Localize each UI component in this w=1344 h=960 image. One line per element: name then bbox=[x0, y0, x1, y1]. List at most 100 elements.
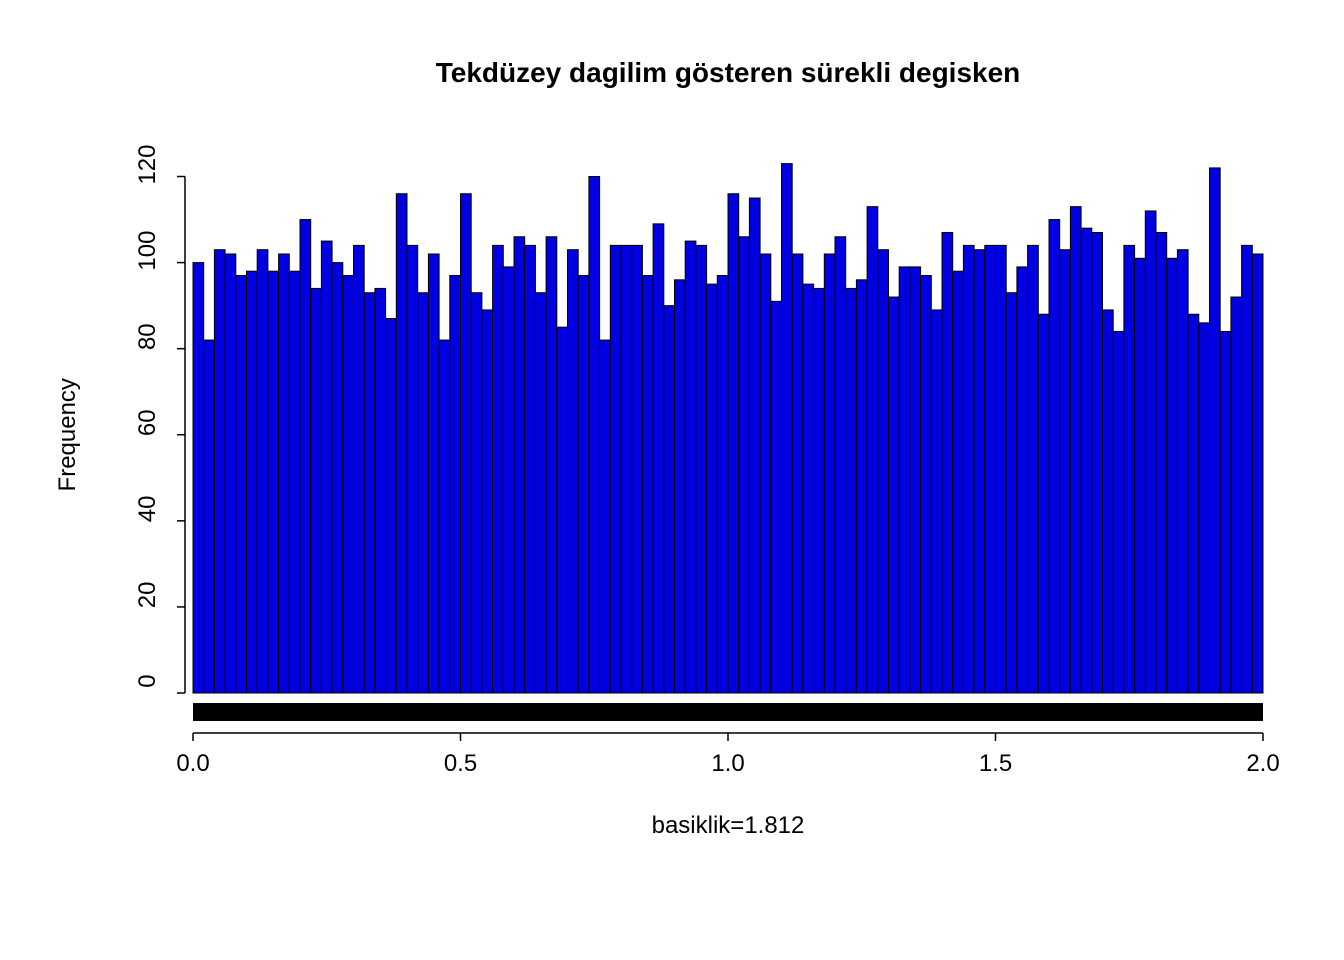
histogram-bar bbox=[600, 340, 611, 693]
histogram-bar bbox=[985, 245, 996, 693]
y-tick-label: 80 bbox=[134, 323, 161, 350]
histogram-bar bbox=[493, 245, 504, 693]
histogram-bar bbox=[621, 245, 632, 693]
histogram-bar bbox=[921, 276, 932, 693]
y-tick-label: 100 bbox=[134, 231, 161, 271]
histogram-bar bbox=[557, 327, 568, 693]
histogram-bar bbox=[428, 254, 439, 693]
histogram-bar bbox=[653, 224, 664, 693]
histogram-bar bbox=[931, 310, 942, 693]
histogram-bar bbox=[1242, 245, 1253, 693]
histogram-bar bbox=[642, 276, 653, 693]
histogram-bar bbox=[578, 276, 589, 693]
histogram-bar bbox=[364, 293, 375, 693]
histogram-bar bbox=[471, 293, 482, 693]
histogram-bar bbox=[225, 254, 236, 693]
histogram-bar bbox=[910, 267, 921, 693]
histogram-bar bbox=[739, 237, 750, 693]
histogram-bar bbox=[1188, 314, 1199, 693]
histogram-bar bbox=[375, 288, 386, 693]
histogram-bar bbox=[707, 284, 718, 693]
histogram-bar bbox=[846, 288, 857, 693]
histogram-bar bbox=[1199, 323, 1210, 693]
histogram-bar bbox=[354, 245, 365, 693]
y-tick-label: 20 bbox=[134, 582, 161, 609]
histogram-bar bbox=[311, 288, 322, 693]
histogram-bar bbox=[867, 207, 878, 693]
histogram-bar bbox=[824, 254, 835, 693]
histogram-bar bbox=[503, 267, 514, 693]
histogram-bar bbox=[835, 237, 846, 693]
y-axis-label: Frequency bbox=[54, 378, 81, 491]
histogram-bar bbox=[728, 194, 739, 693]
y-tick-label: 0 bbox=[134, 674, 161, 687]
histogram-bar bbox=[963, 245, 974, 693]
histogram-bar bbox=[407, 245, 418, 693]
histogram-bar bbox=[439, 340, 450, 693]
histogram-bar bbox=[610, 245, 621, 693]
histogram-bar bbox=[193, 263, 204, 693]
histogram-bar bbox=[300, 220, 311, 693]
histogram-bar bbox=[1177, 250, 1188, 693]
histogram-bar bbox=[514, 237, 525, 693]
histogram-bar bbox=[568, 250, 579, 693]
y-tick-label: 120 bbox=[134, 144, 161, 184]
histogram-bar bbox=[386, 319, 397, 693]
histogram-bar bbox=[1156, 232, 1167, 693]
histogram-bar bbox=[461, 194, 472, 693]
histogram-bar bbox=[546, 237, 557, 693]
histogram-bar bbox=[525, 245, 536, 693]
x-tick-label: 0.0 bbox=[176, 750, 209, 777]
histogram-bar bbox=[257, 250, 268, 693]
x-tick-label: 0.5 bbox=[444, 750, 477, 777]
histogram-bar bbox=[268, 271, 279, 693]
histogram-bar bbox=[1070, 207, 1081, 693]
histogram-bar bbox=[792, 254, 803, 693]
histogram-chart: Tekdüzey dagilim gösteren sürekli degisk… bbox=[0, 0, 1344, 960]
histogram-bar bbox=[1038, 314, 1049, 693]
histogram-bar bbox=[878, 250, 889, 693]
chart-title: Tekdüzey dagilim gösteren sürekli degisk… bbox=[436, 57, 1021, 88]
histogram-bar bbox=[1006, 293, 1017, 693]
histogram-bar bbox=[1145, 211, 1156, 693]
histogram-bar bbox=[236, 276, 247, 693]
histogram-bar bbox=[814, 288, 825, 693]
histogram-bar bbox=[942, 232, 953, 693]
histogram-bar bbox=[1060, 250, 1071, 693]
histogram-bar bbox=[1210, 168, 1221, 693]
histogram-bar bbox=[1103, 310, 1114, 693]
histogram-bar bbox=[1049, 220, 1060, 693]
histogram-bar bbox=[332, 263, 343, 693]
histogram-bar bbox=[1252, 254, 1263, 693]
histogram-bar bbox=[1231, 297, 1242, 693]
histogram-bar bbox=[1135, 258, 1146, 693]
histogram-bar bbox=[1220, 331, 1231, 693]
rug-strip bbox=[193, 703, 1263, 721]
x-axis-label: basiklik=1.812 bbox=[652, 812, 805, 839]
histogram-bar bbox=[953, 271, 964, 693]
histogram-bar bbox=[1081, 228, 1092, 693]
y-tick-label: 40 bbox=[134, 495, 161, 522]
histogram-bar bbox=[289, 271, 300, 693]
histogram-bar bbox=[204, 340, 215, 693]
histogram-bar bbox=[974, 250, 985, 693]
histogram-bar bbox=[1028, 245, 1039, 693]
histogram-bar bbox=[696, 245, 707, 693]
histogram-bar bbox=[717, 276, 728, 693]
histogram-bar bbox=[1017, 267, 1028, 693]
histogram-bar bbox=[321, 241, 332, 693]
histogram-bar bbox=[214, 250, 225, 693]
histogram-bar bbox=[1124, 245, 1135, 693]
histogram-bar bbox=[632, 245, 643, 693]
histogram-bar bbox=[685, 241, 696, 693]
chart-svg: Tekdüzey dagilim gösteren sürekli degisk… bbox=[0, 0, 1344, 960]
y-tick-label: 60 bbox=[134, 409, 161, 436]
histogram-bar bbox=[996, 245, 1007, 693]
histogram-bar bbox=[889, 297, 900, 693]
histogram-bar bbox=[535, 293, 546, 693]
histogram-bar bbox=[760, 254, 771, 693]
x-tick-label: 1.0 bbox=[711, 750, 744, 777]
histogram-bar bbox=[1167, 258, 1178, 693]
histogram-bar bbox=[343, 276, 354, 693]
histogram-bar bbox=[1113, 331, 1124, 693]
